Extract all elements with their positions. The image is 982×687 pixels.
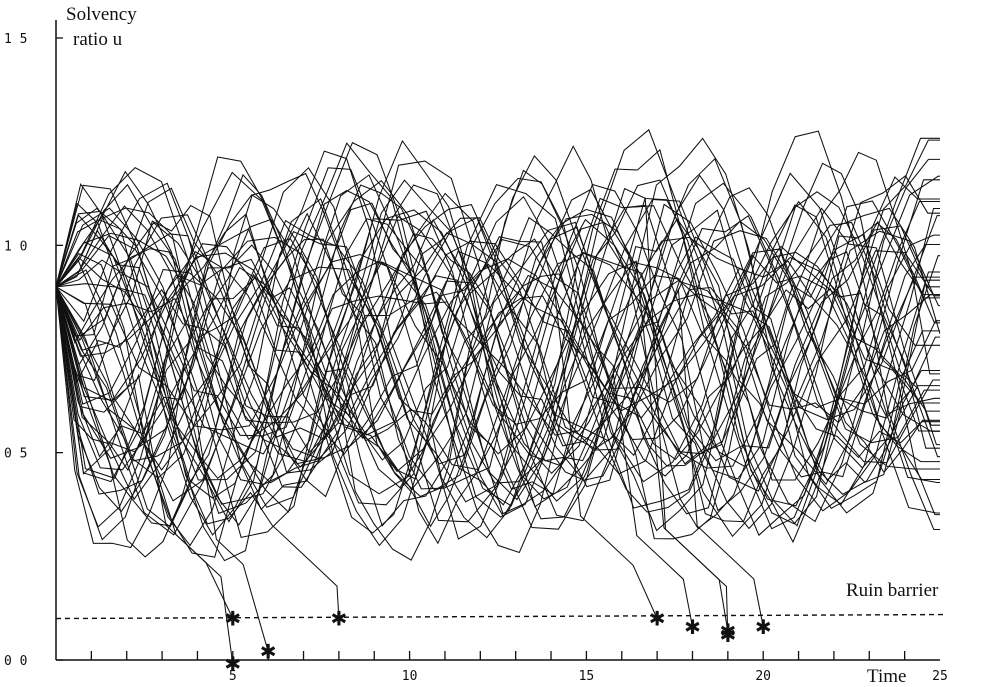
- simulation-path: [55, 150, 940, 547]
- ruin-barrier-line: [55, 613, 946, 620]
- y-tick-label: 1 5: [4, 32, 27, 47]
- ruin-event-marker: ✱: [684, 615, 701, 639]
- ruin-event-marker: ✱: [719, 619, 736, 643]
- x-ticks: 5 10 15 20 25: [90, 651, 948, 684]
- simulation-path: [55, 182, 940, 482]
- y-axis-label-line2: ratio u: [73, 29, 123, 50]
- simulation-path: [55, 200, 940, 479]
- simulation-path: [55, 238, 940, 439]
- x-tick-label: 5: [229, 669, 237, 684]
- simulation-path: [55, 209, 940, 475]
- simulation-path: [55, 248, 940, 475]
- y-tick-label: 1 0: [4, 239, 27, 254]
- simulation-path: [55, 204, 940, 534]
- y-tick-label: 0 0: [4, 654, 27, 669]
- simulation-path: [55, 139, 940, 530]
- simulation-path: [55, 137, 940, 520]
- simulation-path: [55, 212, 940, 528]
- simulation-path: [55, 218, 940, 505]
- ruin-event-marker: ✱: [330, 607, 347, 631]
- ruin-event-marker: ✱: [755, 615, 772, 639]
- simulation-path: [55, 179, 940, 523]
- ruin-barrier-label: Ruin barrier: [846, 580, 939, 601]
- simulation-path: [55, 261, 940, 486]
- y-axis-label-line1: Solvency: [66, 4, 137, 25]
- ruin-event-marker: ✱: [224, 652, 241, 676]
- ruin-event-marker: ✱: [224, 607, 241, 631]
- simulation-path: [55, 187, 940, 498]
- simulated-paths: [55, 128, 941, 665]
- ruin-event-marker: ✱: [719, 623, 736, 647]
- x-axis-label: Time: [867, 666, 906, 687]
- simulation-path: [55, 286, 940, 436]
- y-ticks: 1 5 1 0 0 5 0 0: [4, 32, 63, 669]
- simulation-path: [55, 195, 940, 514]
- simulation-path: [55, 225, 940, 471]
- ruin-event-marker: ✱: [649, 607, 666, 631]
- simulation-path: [55, 259, 940, 437]
- x-tick-label: 25: [932, 669, 948, 684]
- simulation-path: [55, 130, 940, 547]
- simulation-path: [55, 207, 940, 491]
- x-tick-label: 15: [579, 669, 595, 684]
- simulation-path: [55, 157, 940, 522]
- ruin-event-markers: ✱✱✱✱ ✱ ✱ ✱✱ ✱: [224, 607, 771, 677]
- simulation-path: [55, 203, 940, 539]
- simulation-path: [55, 187, 940, 562]
- simulation-path: [55, 162, 940, 561]
- x-tick-label: 20: [755, 669, 771, 684]
- x-tick-label: 10: [402, 669, 418, 684]
- simulation-path: [55, 219, 340, 619]
- simulation-path: [55, 233, 940, 483]
- simulation-path: [55, 166, 941, 491]
- simulation-path: [55, 254, 940, 463]
- simulation-path: [55, 205, 940, 511]
- y-tick-label: 0 5: [4, 447, 27, 462]
- simulation-path: [55, 171, 940, 495]
- simulation-path: [55, 197, 940, 538]
- simulation-path: [55, 240, 940, 419]
